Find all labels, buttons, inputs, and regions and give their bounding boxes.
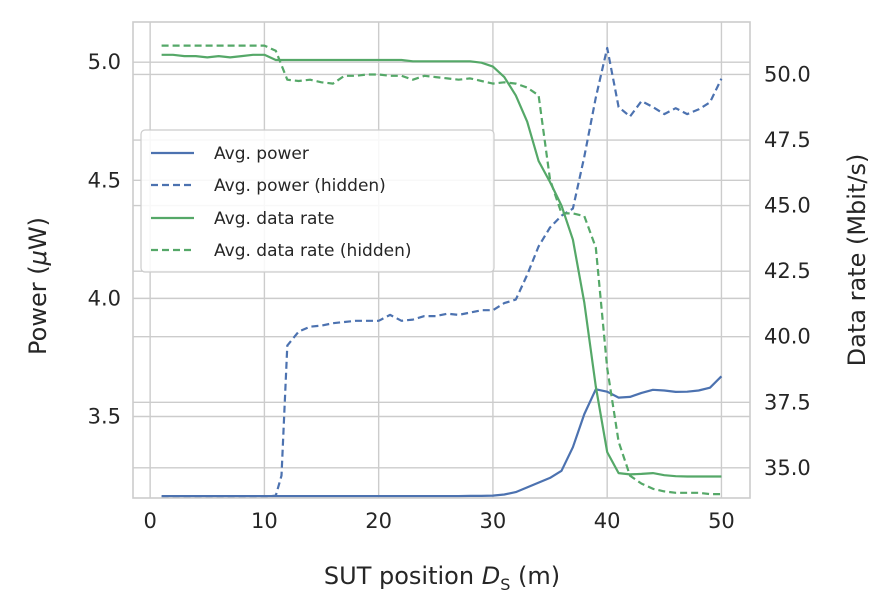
y-right-tick-label: 37.5 bbox=[764, 390, 811, 414]
tick-labels: 0 10 20 30 40 50 3.5 4.0 4.5 5.0 35.0 37.5 40.0 42.5 4… bbox=[88, 50, 811, 533]
legend-label-avg-power: Avg. power bbox=[214, 144, 309, 164]
series-line-avg-data-rate bbox=[161, 53, 722, 478]
plot-frame bbox=[132, 21, 751, 499]
legend: Avg. power Avg. power (hidden) Avg. data… bbox=[140, 129, 495, 273]
y-right-tick-label: 50.0 bbox=[764, 62, 811, 86]
y-axis-left-label: Power (μW) bbox=[24, 217, 52, 355]
legend-box bbox=[140, 129, 495, 273]
y-left-tick-label: 4.5 bbox=[88, 168, 121, 192]
y-right-tick-label: 40.0 bbox=[764, 325, 811, 349]
x-tick-label: 20 bbox=[365, 509, 392, 533]
x-tick-label: 30 bbox=[480, 509, 507, 533]
y-right-tick-label: 45.0 bbox=[764, 194, 811, 218]
series-line-avg-power-hidden bbox=[161, 46, 723, 498]
x-tick-label: 50 bbox=[708, 509, 735, 533]
legend-label-avg-power-hidden: Avg. power (hidden) bbox=[214, 176, 386, 196]
x-tick-label: 10 bbox=[251, 509, 278, 533]
y-left-tick-label: 5.0 bbox=[88, 50, 121, 74]
y-axis-right-label: Data rate (Mbit/s) bbox=[843, 154, 871, 367]
legend-entry-avg-data-rate: Avg. data rate bbox=[151, 209, 335, 229]
legend-label-avg-data-rate: Avg. data rate bbox=[214, 209, 335, 229]
data-series bbox=[161, 44, 723, 498]
y-right-tick-label: 47.5 bbox=[764, 128, 811, 152]
x-tick-label: 0 bbox=[143, 509, 156, 533]
y-left-tick-label: 3.5 bbox=[88, 405, 121, 429]
y-right-tick-label: 42.5 bbox=[764, 259, 811, 283]
x-axis-label: SUT position DS (m) bbox=[324, 562, 560, 594]
legend-entry-avg-data-rate-hidden: Avg. data rate (hidden) bbox=[151, 241, 412, 261]
y-right-tick-label: 35.0 bbox=[764, 456, 811, 480]
legend-entry-avg-power: Avg. power bbox=[151, 144, 309, 164]
x-tick-label: 40 bbox=[594, 509, 621, 533]
legend-label-avg-data-rate-hidden: Avg. data rate (hidden) bbox=[214, 241, 412, 261]
series-line-avg-data-rate-hidden bbox=[161, 44, 722, 496]
legend-entry-avg-power-hidden: Avg. power (hidden) bbox=[151, 176, 386, 196]
y-left-tick-label: 4.0 bbox=[88, 286, 121, 310]
